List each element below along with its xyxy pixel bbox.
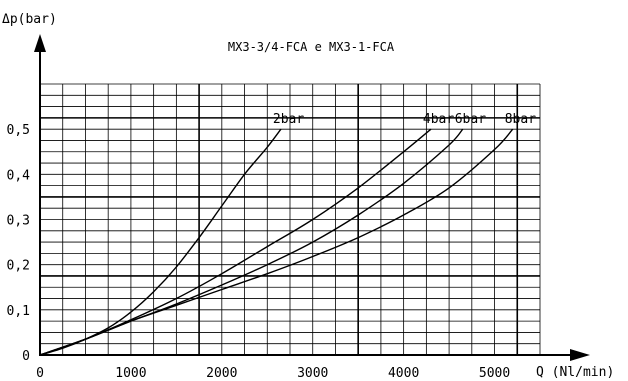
x-tick-label: 3000	[297, 366, 328, 381]
y-tick-label: 0	[22, 349, 30, 364]
series: 2bar 4bar 6bar 8bar	[39, 112, 536, 356]
y-tick-label: 0,3	[7, 214, 30, 229]
series-line-8bar	[39, 128, 514, 356]
x-axis-arrow	[570, 349, 590, 361]
y-tick-label: 0,5	[7, 123, 30, 138]
axes	[34, 34, 590, 361]
series-label-2bar: 2bar	[273, 112, 304, 127]
tick-labels: 0 1000 2000 3000 4000 5000 0 0,1 0,2 0,3 0,4 0,5	[7, 123, 511, 381]
x-tick-label: 0	[36, 366, 44, 381]
y-tick-label: 0,2	[7, 259, 30, 274]
series-label-4bar: 4bar	[423, 112, 454, 127]
x-tick-label: 2000	[206, 366, 237, 381]
x-tick-label: 1000	[115, 366, 146, 381]
y-axis-label: Δp(bar)	[2, 12, 57, 27]
y-tick-label: 0,1	[7, 304, 30, 319]
series-label-8bar: 8bar	[505, 112, 536, 127]
y-axis-arrow	[34, 34, 46, 52]
series-label-6bar: 6bar	[455, 112, 486, 127]
chart-title: MX3-3/4-FCA e MX3-1-FCA	[228, 40, 395, 54]
x-tick-label: 5000	[479, 366, 510, 381]
x-axis-label: Q (Nl/min)	[536, 365, 614, 380]
grid	[40, 83, 541, 355]
y-tick-label: 0,4	[7, 168, 31, 183]
x-tick-label: 4000	[388, 366, 419, 381]
